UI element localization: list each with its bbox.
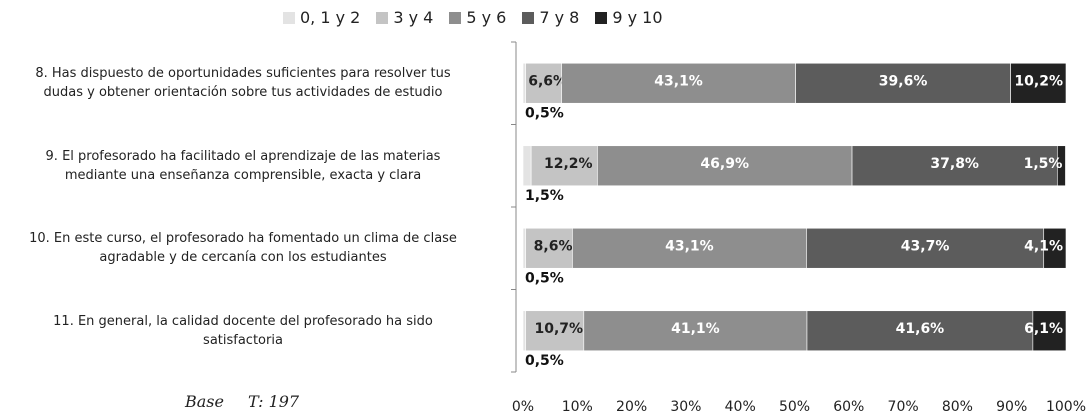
bar-segment xyxy=(1043,227,1067,269)
x-tick-label: 80% xyxy=(942,399,973,415)
bar-segment xyxy=(806,310,1034,352)
bar-segment xyxy=(851,145,1058,187)
bar-segment xyxy=(525,310,585,352)
x-tick-label: 10% xyxy=(562,399,593,415)
legend: 0, 1 y 2 3 y 4 5 y 6 7 y 8 9 y 10 xyxy=(283,8,663,27)
value-label: 41,1% xyxy=(671,321,720,337)
bar-segment xyxy=(583,310,808,352)
x-tick-label: 30% xyxy=(670,399,701,415)
legend-label: 9 y 10 xyxy=(612,8,663,27)
value-label: 10,2% xyxy=(1014,73,1063,89)
legend-item: 7 y 8 xyxy=(522,8,579,27)
bar-segment xyxy=(530,145,598,187)
legend-swatch xyxy=(283,11,295,24)
bar-segment xyxy=(525,227,573,269)
base-value: T: 197 xyxy=(247,392,300,411)
bar-segment xyxy=(525,62,562,104)
bar-segment xyxy=(522,145,532,187)
value-label: 0,5% xyxy=(525,105,564,121)
x-tick-label: 50% xyxy=(779,399,810,415)
bar-segment xyxy=(1032,310,1067,352)
value-label: 43,1% xyxy=(654,73,703,89)
value-label: 39,6% xyxy=(879,73,928,89)
x-tick-label: 70% xyxy=(888,399,919,415)
legend-item: 5 y 6 xyxy=(449,8,506,27)
legend-label: 7 y 8 xyxy=(539,8,580,27)
value-label: 10,7% xyxy=(534,321,583,337)
value-label: 4,1% xyxy=(1024,238,1063,254)
value-label: 1,5% xyxy=(525,188,564,204)
legend-item: 9 y 10 xyxy=(595,8,663,27)
bar-segment xyxy=(522,310,527,352)
value-label: 0,5% xyxy=(525,270,564,286)
base-label: Base xyxy=(185,392,224,411)
value-label: 43,7% xyxy=(901,238,950,254)
bar-segment xyxy=(522,62,527,104)
legend-swatch xyxy=(522,11,535,24)
legend-swatch xyxy=(376,11,389,24)
value-label: 1,5% xyxy=(1024,156,1063,172)
legend-label: 3 y 4 xyxy=(393,8,434,27)
legend-item: 0, 1 y 2 xyxy=(283,8,360,27)
bar-segment xyxy=(1010,62,1067,104)
legend-swatch xyxy=(449,11,462,24)
x-tick-label: 0% xyxy=(512,399,534,415)
x-tick-label: 60% xyxy=(833,399,864,415)
value-label: 6,6% xyxy=(528,73,567,89)
x-tick-label: 90% xyxy=(996,399,1027,415)
bar-segment xyxy=(522,227,527,269)
value-label: 46,9% xyxy=(700,156,749,172)
legend-label: 0, 1 y 2 xyxy=(300,8,361,27)
value-label: 0,5% xyxy=(525,353,564,369)
bar-segment xyxy=(572,227,807,269)
category-label: 10. En este curso, el profesorado ha fom… xyxy=(29,231,457,266)
legend-label: 5 y 6 xyxy=(466,8,507,27)
legend-swatch xyxy=(595,11,608,24)
value-label: 43,1% xyxy=(665,238,714,254)
value-label: 41,6% xyxy=(896,321,945,337)
category-label: 11. En general, la calidad docente del p… xyxy=(53,313,433,348)
x-tick-label: 100% xyxy=(1046,399,1086,415)
bar-segment xyxy=(597,145,853,187)
bar-segment xyxy=(1057,145,1066,187)
category-label: 9. El profesorado ha facilitado el apren… xyxy=(45,148,441,183)
value-label: 12,2% xyxy=(544,156,593,172)
bar-segment xyxy=(795,62,1011,104)
value-label: 8,6% xyxy=(534,238,573,254)
value-label: 6,1% xyxy=(1024,321,1063,337)
bar-segment xyxy=(806,227,1045,269)
x-tick-label: 40% xyxy=(725,399,756,415)
category-label: 8. Has dispuesto de oportunidades sufici… xyxy=(35,66,451,101)
legend-item: 3 y 4 xyxy=(376,8,433,27)
value-label: 37,8% xyxy=(930,156,979,172)
footnote: Base T: 197 xyxy=(185,392,323,411)
x-tick-label: 20% xyxy=(616,399,647,415)
